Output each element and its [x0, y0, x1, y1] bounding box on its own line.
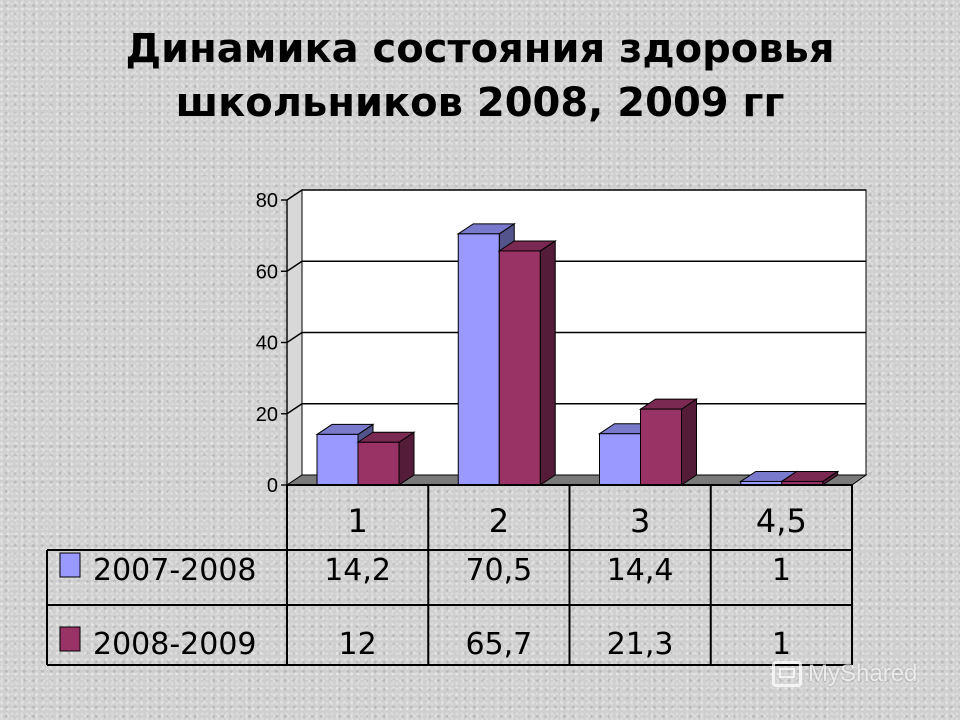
legend-swatch — [59, 626, 81, 652]
y-tick-label: 60 — [256, 261, 278, 283]
bar-2007-2008-2 — [457, 233, 500, 486]
data-value-label: 65,7 — [465, 627, 532, 662]
x-category-label: 1 — [347, 502, 367, 540]
x-category-label: 2 — [489, 502, 509, 540]
bar-2008-2009-3 — [640, 408, 682, 486]
bar-side — [539, 240, 556, 486]
y-tick-label: 20 — [256, 404, 278, 426]
watermark-text: MyShared — [808, 660, 918, 687]
legend-series-name: 2007-2008 — [93, 553, 257, 588]
data-value-label: 21,3 — [607, 627, 674, 662]
y-tick-label: 80 — [256, 190, 278, 212]
y-tick-label: 40 — [256, 333, 278, 355]
slide-title: Динамика состояния здоровья школьников 2… — [0, 22, 960, 130]
bar-side — [681, 398, 697, 486]
title-line-1: Динамика состояния здоровья — [125, 26, 835, 72]
y-tick-label: 0 — [267, 475, 278, 497]
gridline — [286, 189, 866, 201]
title-line-2: школьников 2008, 2009 гг — [175, 80, 785, 126]
bar-2007-2008-3 — [599, 433, 641, 486]
data-value-label: 14,4 — [607, 553, 674, 588]
watermark: MyShared — [772, 654, 917, 694]
legend-swatch — [59, 552, 81, 578]
data-value-label: 12 — [339, 627, 377, 662]
bar-2008-2009-1 — [357, 441, 400, 486]
x-category-label: 4,5 — [756, 502, 807, 540]
x-category-label: 3 — [630, 502, 650, 540]
data-value-label: 1 — [772, 553, 791, 588]
data-value-label: 14,2 — [324, 553, 391, 588]
gridline — [286, 260, 866, 272]
gridline — [286, 331, 866, 344]
bar-2008-2009-2 — [498, 250, 541, 486]
data-value-label: 1 — [772, 627, 791, 662]
presentation-logo-icon — [772, 661, 802, 687]
legend-series-name: 2008-2009 — [93, 627, 257, 662]
data-value-label: 70,5 — [465, 553, 532, 588]
bar-2007-2008-1 — [316, 433, 359, 486]
